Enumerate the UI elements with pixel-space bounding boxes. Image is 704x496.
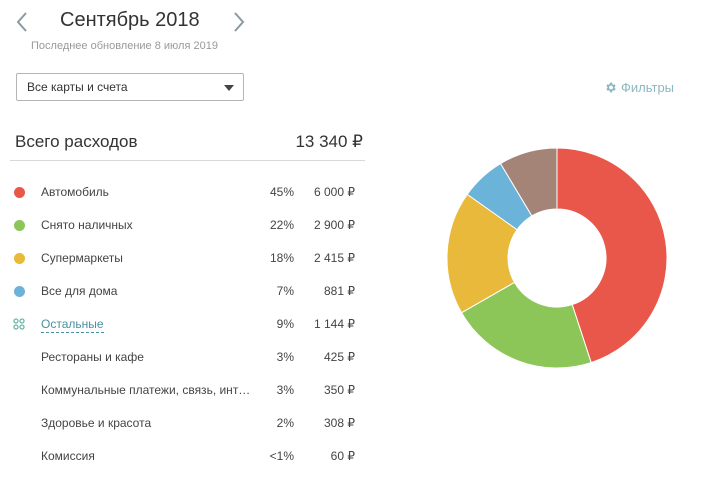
category-color-dot — [14, 187, 25, 198]
donut-slice-4[interactable] — [499, 147, 558, 217]
total-value: 13 340 ₽ — [295, 132, 363, 151]
subcategory-amount: 350 ₽ — [324, 383, 355, 397]
subcategory-label: Здоровье и красота — [41, 416, 152, 430]
account-select-value: Все карты и счета — [27, 80, 128, 94]
donut-slice-0[interactable] — [556, 147, 668, 364]
category-amount: 6 000 ₽ — [314, 185, 355, 199]
subcategory-percent: <1% — [269, 449, 294, 463]
category-percent: 7% — [276, 284, 294, 298]
subcategory-row[interactable]: Здоровье и красота 2% 308 ₽ — [10, 414, 360, 434]
category-label: Снято наличных — [41, 218, 133, 232]
subcategory-percent: 2% — [276, 416, 294, 430]
subcategory-percent: 3% — [276, 383, 294, 397]
category-percent: 9% — [276, 317, 294, 331]
category-color-dot — [14, 220, 25, 231]
category-label: Автомобиль — [41, 185, 109, 199]
donut-slice-2[interactable] — [446, 193, 518, 314]
donut-slice-1[interactable] — [460, 281, 592, 369]
category-row-auto[interactable]: Автомобиль 45% 6 000 ₽ — [10, 183, 360, 203]
filters-button[interactable]: Фильтры — [604, 80, 674, 95]
page-title: Сентябрь 2018 — [60, 9, 200, 31]
category-percent: 45% — [269, 185, 294, 199]
subcategory-label: Комиссия — [41, 449, 95, 463]
subcategory-amount: 425 ₽ — [324, 350, 355, 364]
category-color-dot — [14, 286, 25, 297]
subcategory-percent: 3% — [276, 350, 294, 364]
category-row-others[interactable]: Остальные 9% 1 144 ₽ — [10, 315, 360, 335]
category-row-home[interactable]: Все для дома 7% 881 ₽ — [10, 282, 360, 302]
total-expenses: Всего расходов 13 340 ₽ — [10, 131, 365, 161]
category-label: Супермаркеты — [41, 251, 123, 265]
category-amount: 2 900 ₽ — [314, 218, 355, 232]
last-update-text: Последнее обновление 8 июля 2019 — [31, 40, 218, 52]
subcategory-amount: 308 ₽ — [324, 416, 355, 430]
category-color-dot — [14, 253, 25, 264]
group-icon — [13, 318, 25, 333]
category-amount: 1 144 ₽ — [314, 317, 355, 331]
category-label: Все для дома — [41, 284, 118, 298]
subcategory-row[interactable]: Рестораны и кафе 3% 425 ₽ — [10, 348, 360, 368]
prev-month-icon[interactable] — [12, 8, 32, 36]
category-row-supermarkets[interactable]: Супермаркеты 18% 2 415 ₽ — [10, 249, 360, 269]
account-select[interactable]: Все карты и счета — [16, 73, 244, 101]
category-percent: 18% — [269, 251, 294, 265]
next-month-icon[interactable] — [229, 8, 249, 36]
gear-icon — [604, 81, 617, 94]
category-percent: 22% — [269, 218, 294, 232]
total-label: Всего расходов — [15, 132, 138, 151]
subcategory-row[interactable]: Коммунальные платежи, связь, инт… 3% 350… — [10, 381, 360, 401]
filters-label: Фильтры — [621, 80, 675, 95]
subcategory-label: Коммунальные платежи, связь, инт… — [41, 383, 251, 397]
category-amount: 881 ₽ — [324, 284, 355, 298]
category-row-cash[interactable]: Снято наличных 22% 2 900 ₽ — [10, 216, 360, 236]
category-amount: 2 415 ₽ — [314, 251, 355, 265]
chevron-down-icon — [224, 85, 234, 91]
others-toggle-link[interactable]: Остальные — [41, 317, 104, 333]
subcategory-amount: 60 ₽ — [330, 449, 355, 463]
subcategory-label: Рестораны и кафе — [41, 350, 144, 364]
subcategory-row[interactable]: Комиссия <1% 60 ₽ — [10, 447, 360, 467]
